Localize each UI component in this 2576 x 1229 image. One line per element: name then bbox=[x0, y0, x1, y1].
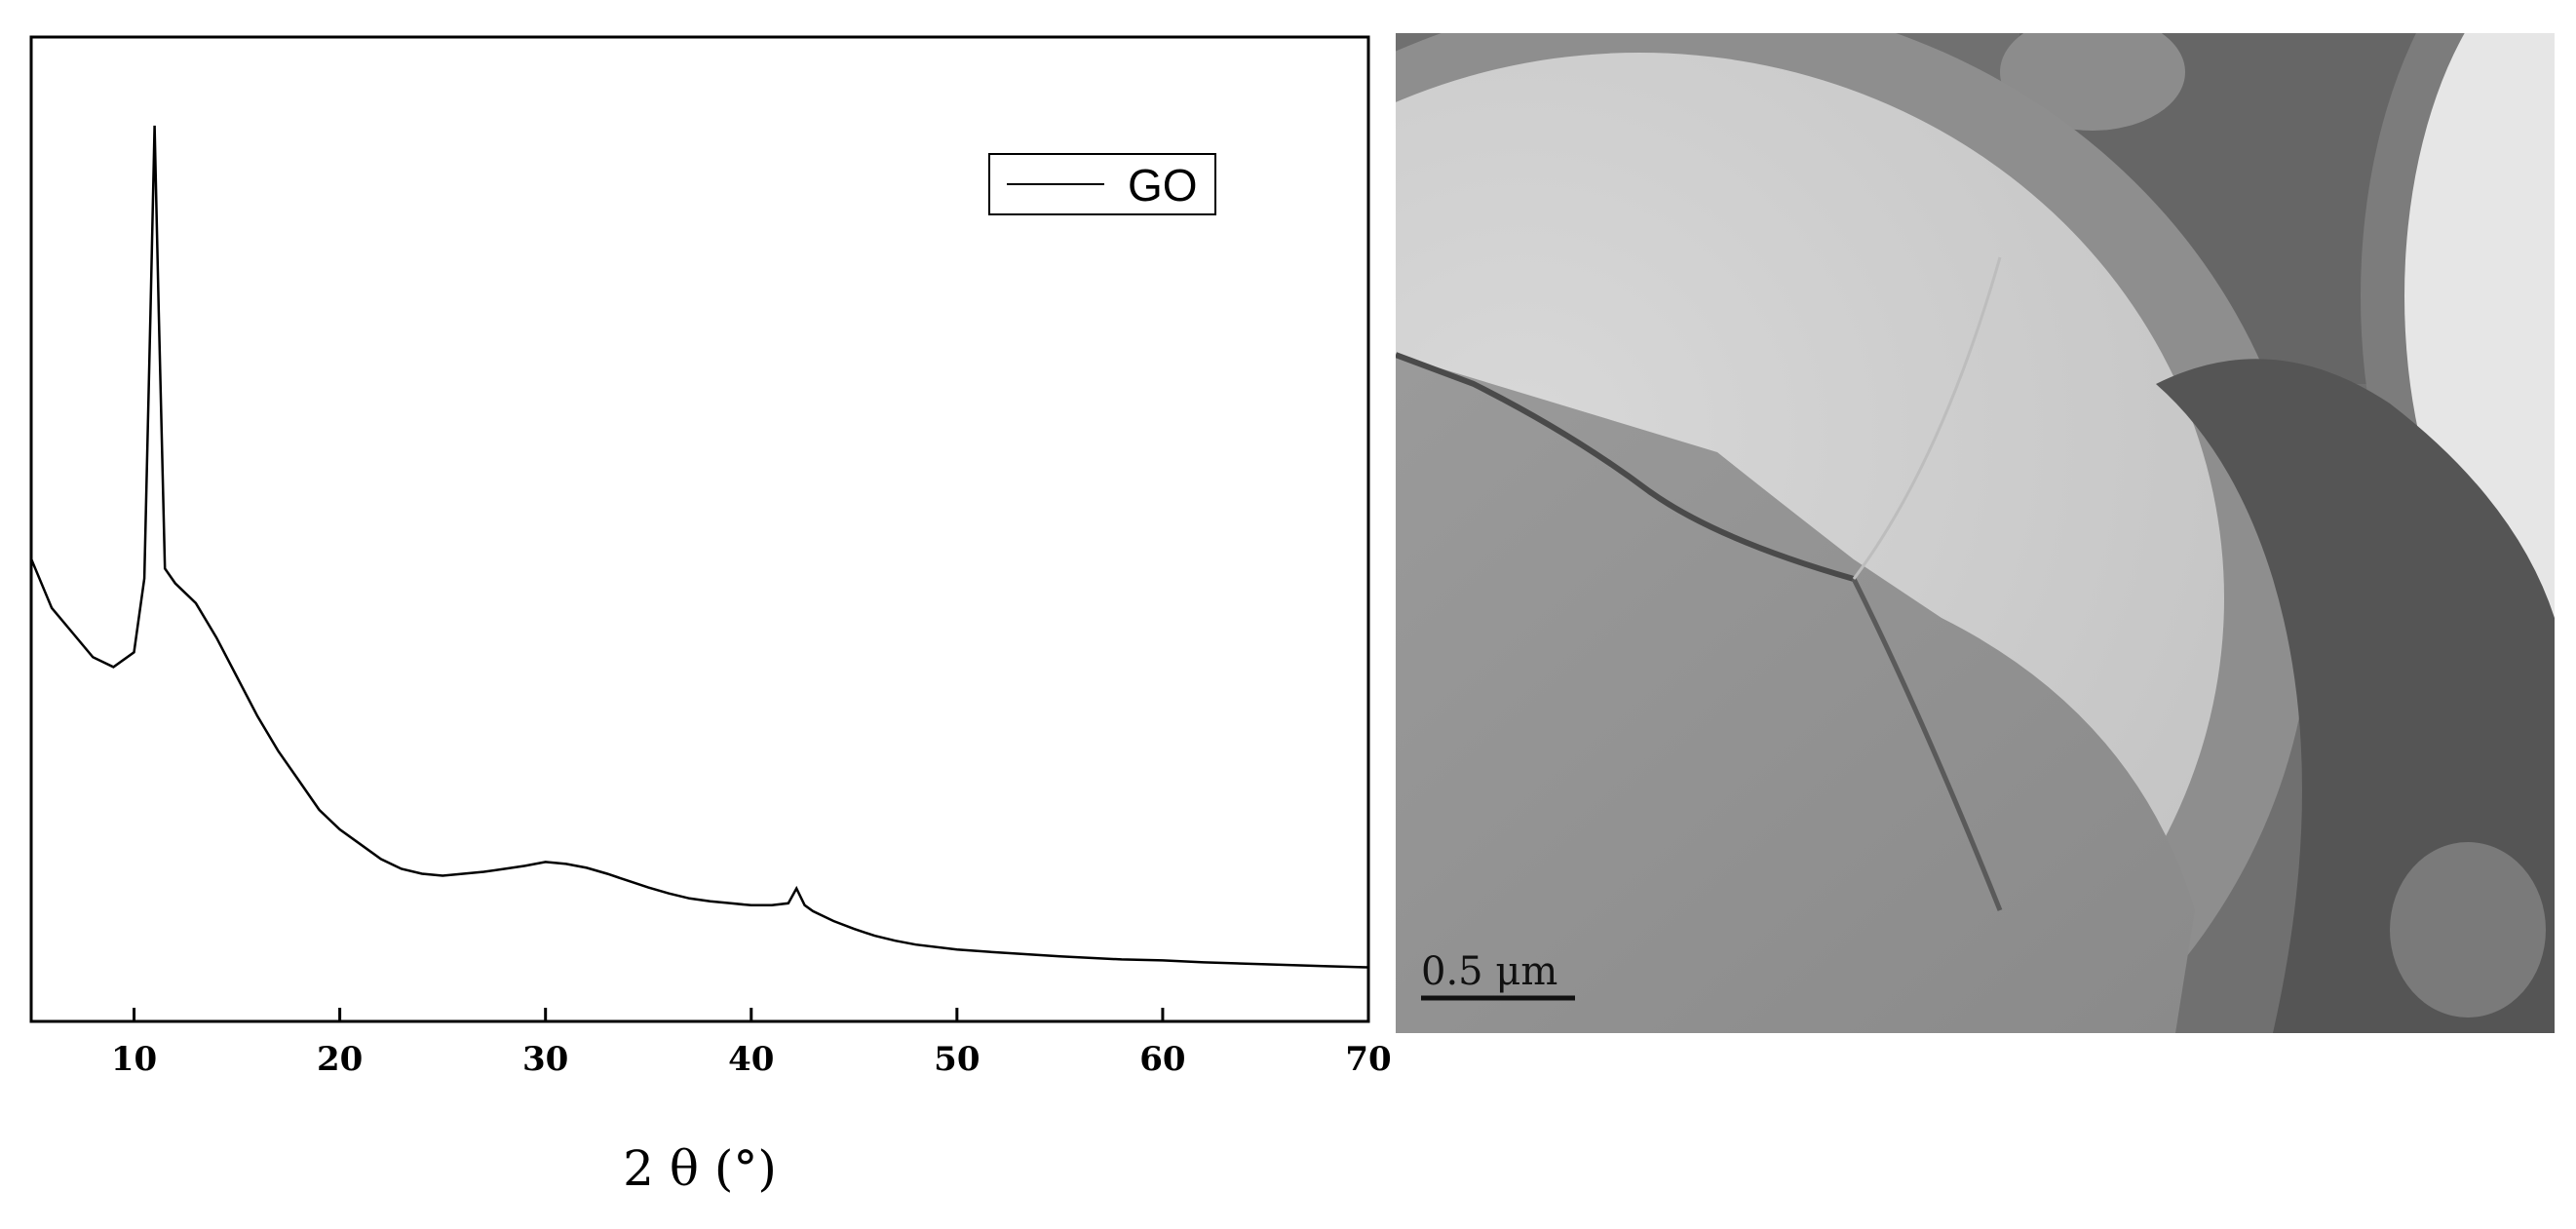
x-tick-label: 30 bbox=[522, 1040, 568, 1079]
xrd-chart: 10 20 30 40 50 60 70 GO 2 θ (°) bbox=[29, 35, 1392, 1197]
graphene-oxide-sheet bbox=[1396, 355, 2195, 1033]
x-tick-label: 40 bbox=[728, 1040, 774, 1079]
legend: GO bbox=[988, 153, 1216, 215]
scale-bar-label: 0.5 μm bbox=[1421, 949, 1557, 994]
sheet-edge bbox=[1852, 256, 2002, 580]
x-tick-label: 70 bbox=[1345, 1040, 1391, 1079]
lower-hole bbox=[2390, 842, 2546, 1018]
series-line-go bbox=[29, 125, 1369, 969]
xrd-plot: 10 20 30 40 50 60 70 GO 2 θ (°) bbox=[29, 35, 1392, 1197]
x-tick-label: 50 bbox=[934, 1040, 980, 1079]
x-axis-tick-labels: 10 20 30 40 50 60 70 bbox=[111, 1040, 1392, 1079]
sheet-wrinkle bbox=[1851, 577, 2003, 911]
legend-label-go: GO bbox=[1128, 160, 1198, 211]
x-tick-label: 20 bbox=[317, 1040, 363, 1079]
upper-hole bbox=[2000, 14, 2185, 131]
x-axis-title: 2 θ (°) bbox=[623, 1140, 777, 1197]
sheet-fold bbox=[1394, 352, 1855, 582]
x-axis-ticks bbox=[133, 1008, 1370, 1021]
tem-image: 0.5 μm bbox=[1025, 0, 2576, 1203]
tem-micrograph: 0.5 μm bbox=[1025, 0, 2576, 1203]
x-tick-label: 60 bbox=[1139, 1040, 1185, 1079]
x-tick-label: 10 bbox=[111, 1040, 157, 1079]
